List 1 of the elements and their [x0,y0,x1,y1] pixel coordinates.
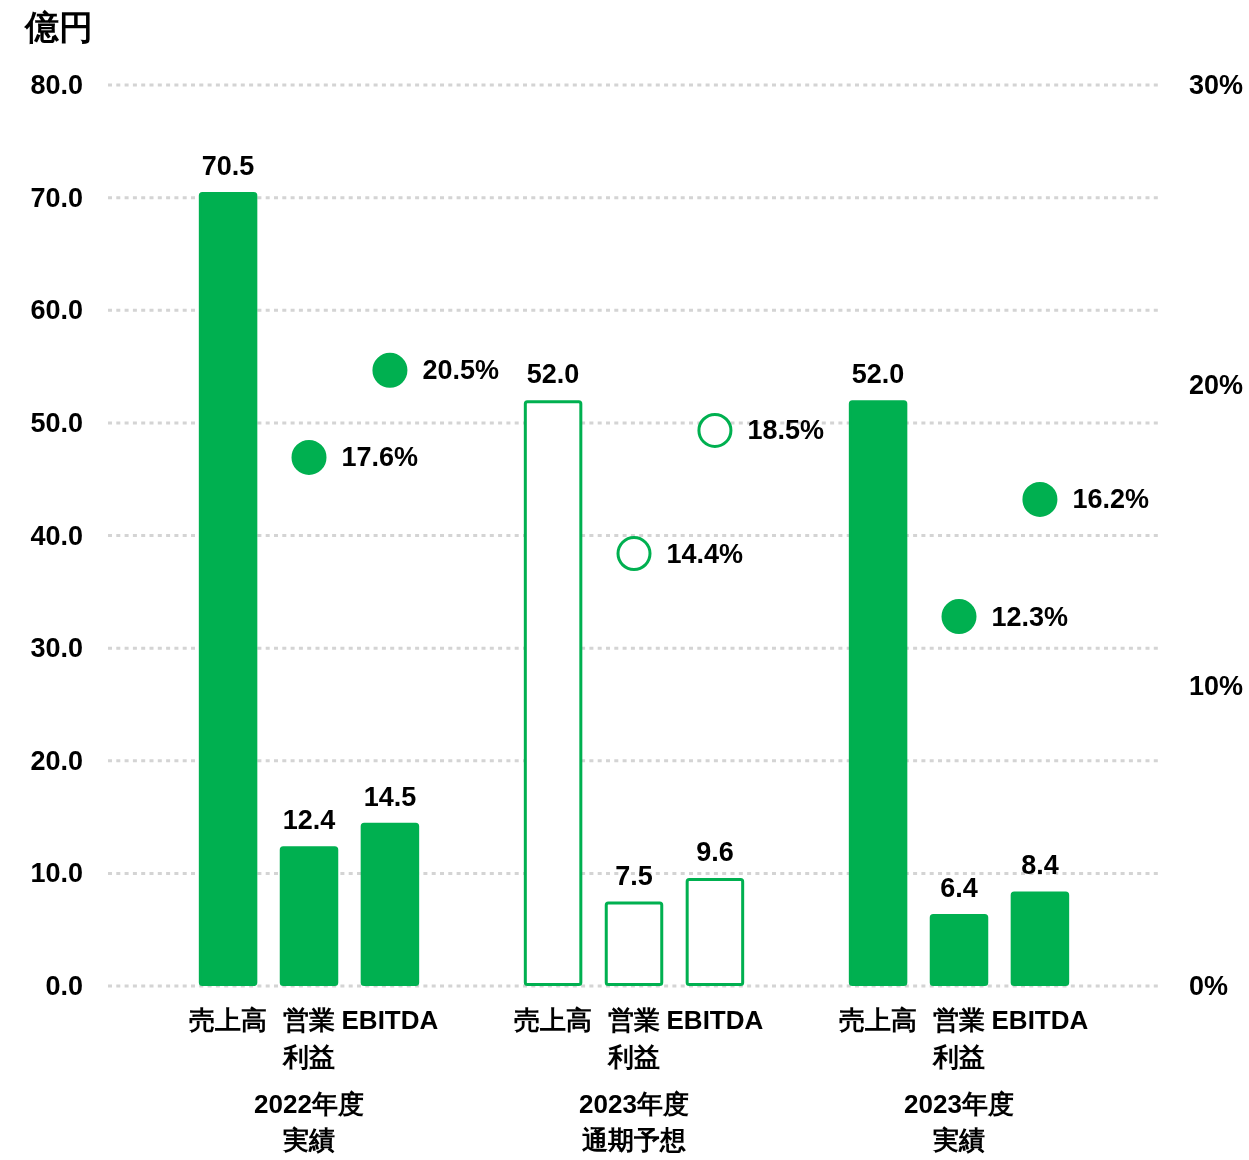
ylabel: 億円 [25,8,93,46]
